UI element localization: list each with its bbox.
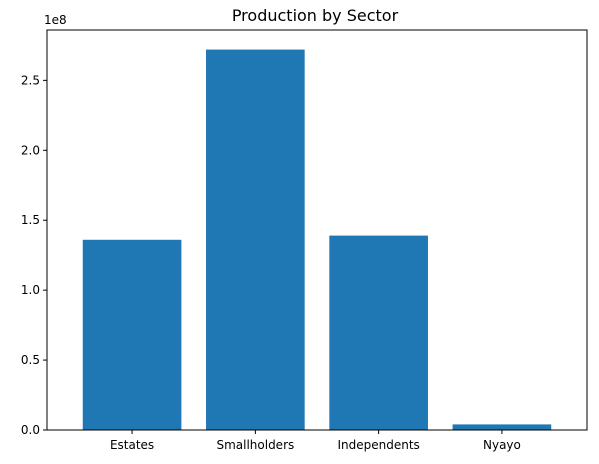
bar-smallholders bbox=[206, 49, 305, 431]
x-tick-label-independents: Independents bbox=[337, 438, 419, 452]
y-tick-label-1: 0.5 bbox=[21, 353, 40, 367]
y-tick-label-2: 1.0 bbox=[21, 283, 40, 297]
y-tick-label-5: 2.5 bbox=[21, 73, 40, 87]
x-tick-label-nyayo: Nyayo bbox=[483, 438, 521, 452]
bars-group bbox=[82, 49, 552, 431]
x-axis: Estates Smallholders Independents Nyayo bbox=[110, 430, 521, 452]
bar-nyayo bbox=[452, 424, 552, 430]
x-tick-label-estates: Estates bbox=[110, 438, 154, 452]
y-tick-label-0: 0.0 bbox=[21, 423, 40, 437]
y-tick-label-4: 2.0 bbox=[21, 143, 40, 157]
y-axis: 0.0 0.5 1.0 1.5 2.0 2.5 bbox=[21, 73, 47, 437]
y-axis-offset-label: 1e8 bbox=[44, 13, 67, 27]
chart-title: Production by Sector bbox=[232, 6, 399, 25]
x-tick-label-smallholders: Smallholders bbox=[216, 438, 294, 452]
y-tick-label-3: 1.5 bbox=[21, 213, 40, 227]
plot-frame bbox=[46, 29, 588, 431]
bar-estates bbox=[82, 239, 182, 430]
bar-independents bbox=[329, 235, 428, 430]
